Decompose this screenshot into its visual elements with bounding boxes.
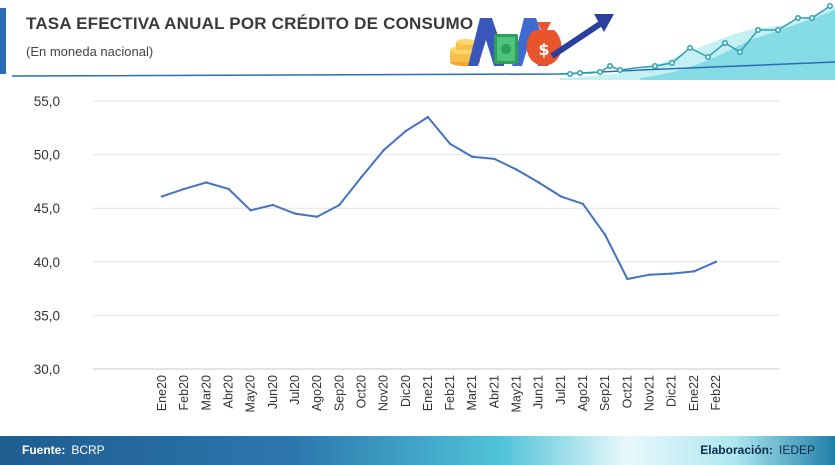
x-tick-label: Nov21 bbox=[643, 375, 657, 411]
header-decoration: $ bbox=[11, 3, 835, 80]
data-point bbox=[271, 203, 274, 207]
y-tick-label: 50,0 bbox=[34, 148, 60, 163]
accent-bar bbox=[0, 8, 6, 74]
x-tick-label: Dic20 bbox=[399, 375, 413, 407]
source-value: BCRP bbox=[71, 443, 105, 457]
x-tick-label: Mar21 bbox=[465, 375, 479, 410]
data-point bbox=[537, 181, 540, 184]
data-point bbox=[360, 175, 363, 179]
x-tick-label: Nov20 bbox=[377, 375, 391, 411]
data-point bbox=[515, 168, 518, 171]
header: $ TASA EFECTIVA ANUAL POR CRÉDITO DE CON… bbox=[0, 0, 835, 80]
header-trend-dots bbox=[567, 3, 833, 77]
data-point bbox=[293, 212, 297, 215]
x-tick-label: Sep20 bbox=[332, 375, 346, 411]
x-tick-label: Sep21 bbox=[598, 375, 612, 411]
cash-icon bbox=[494, 34, 518, 64]
x-tick-label: Jul21 bbox=[554, 375, 568, 405]
teal-wave-dark bbox=[640, 10, 835, 80]
x-tick-label: Oct20 bbox=[354, 375, 368, 408]
credit-label: Elaboración: bbox=[700, 443, 773, 457]
x-tick-label: Oct21 bbox=[620, 375, 634, 408]
data-point bbox=[471, 155, 474, 158]
data-point bbox=[692, 270, 696, 273]
x-tick-label: Ago20 bbox=[310, 375, 324, 411]
credit-note: Elaboración: IEDEP bbox=[700, 443, 815, 457]
x-tick-label: Abr20 bbox=[221, 375, 235, 408]
data-point bbox=[315, 215, 319, 218]
x-tick-label: Ene20 bbox=[155, 375, 169, 411]
chart-panel: 30,0 35,0 40,0 45,0 50,0 55,0 Ene20 Feb20 Mar20 A… bbox=[0, 84, 835, 435]
chart-title: TASA EFECTIVA ANUAL POR CRÉDITO DE CONSU… bbox=[26, 14, 474, 33]
x-tick-label: Feb21 bbox=[443, 375, 457, 410]
source-label: Fuente: bbox=[22, 443, 66, 457]
data-point bbox=[160, 195, 164, 198]
x-tick-label: Jun20 bbox=[266, 375, 280, 409]
x-tick-label: Feb22 bbox=[709, 375, 723, 410]
data-point bbox=[182, 187, 186, 191]
x-tick-label: Abr21 bbox=[487, 375, 501, 408]
footer: Fuente: BCRP Elaboración: IEDEP bbox=[0, 436, 835, 465]
x-tick-label: Ene22 bbox=[687, 375, 701, 411]
data-point bbox=[426, 115, 430, 119]
data-point bbox=[382, 149, 385, 152]
data-point bbox=[648, 273, 651, 276]
data-point bbox=[249, 209, 252, 212]
data-point bbox=[626, 277, 629, 281]
line-chart: 30,0 35,0 40,0 45,0 50,0 55,0 Ene20 Feb20 Mar20 A… bbox=[34, 94, 780, 413]
x-tick-label: May20 bbox=[244, 375, 258, 413]
y-tick-label: 30,0 bbox=[34, 362, 60, 377]
data-point bbox=[227, 187, 230, 191]
chart-subtitle: (En moneda nacional) bbox=[26, 44, 154, 59]
x-tick-label: Jun21 bbox=[532, 375, 546, 409]
data-point bbox=[670, 272, 673, 275]
credit-value: IEDEP bbox=[778, 443, 815, 457]
data-point bbox=[404, 129, 407, 133]
data-point bbox=[604, 233, 607, 237]
y-tick-label: 55,0 bbox=[34, 94, 60, 109]
svg-text:$: $ bbox=[538, 40, 549, 59]
series-line bbox=[161, 116, 717, 280]
data-point bbox=[714, 260, 718, 263]
data-point bbox=[205, 181, 208, 184]
data-point bbox=[559, 195, 563, 198]
x-tick-label: May21 bbox=[510, 375, 524, 413]
source-note: Fuente: BCRP bbox=[22, 443, 105, 457]
data-point bbox=[448, 142, 452, 146]
y-tick-label: 35,0 bbox=[34, 308, 60, 323]
data-point bbox=[493, 157, 496, 161]
x-tick-label: Ago21 bbox=[576, 375, 590, 411]
x-tick-label: Ene21 bbox=[421, 375, 435, 411]
data-point bbox=[581, 202, 585, 206]
data-point bbox=[338, 203, 341, 207]
x-tick-label: Mar20 bbox=[199, 375, 213, 410]
x-tick-label: Dic21 bbox=[665, 375, 679, 407]
x-tick-label: Feb20 bbox=[177, 375, 191, 410]
x-tick-label: Jul20 bbox=[288, 375, 302, 405]
up-arrow-icon bbox=[550, 14, 614, 59]
y-tick-label: 45,0 bbox=[34, 201, 60, 216]
y-tick-label: 40,0 bbox=[34, 255, 60, 270]
